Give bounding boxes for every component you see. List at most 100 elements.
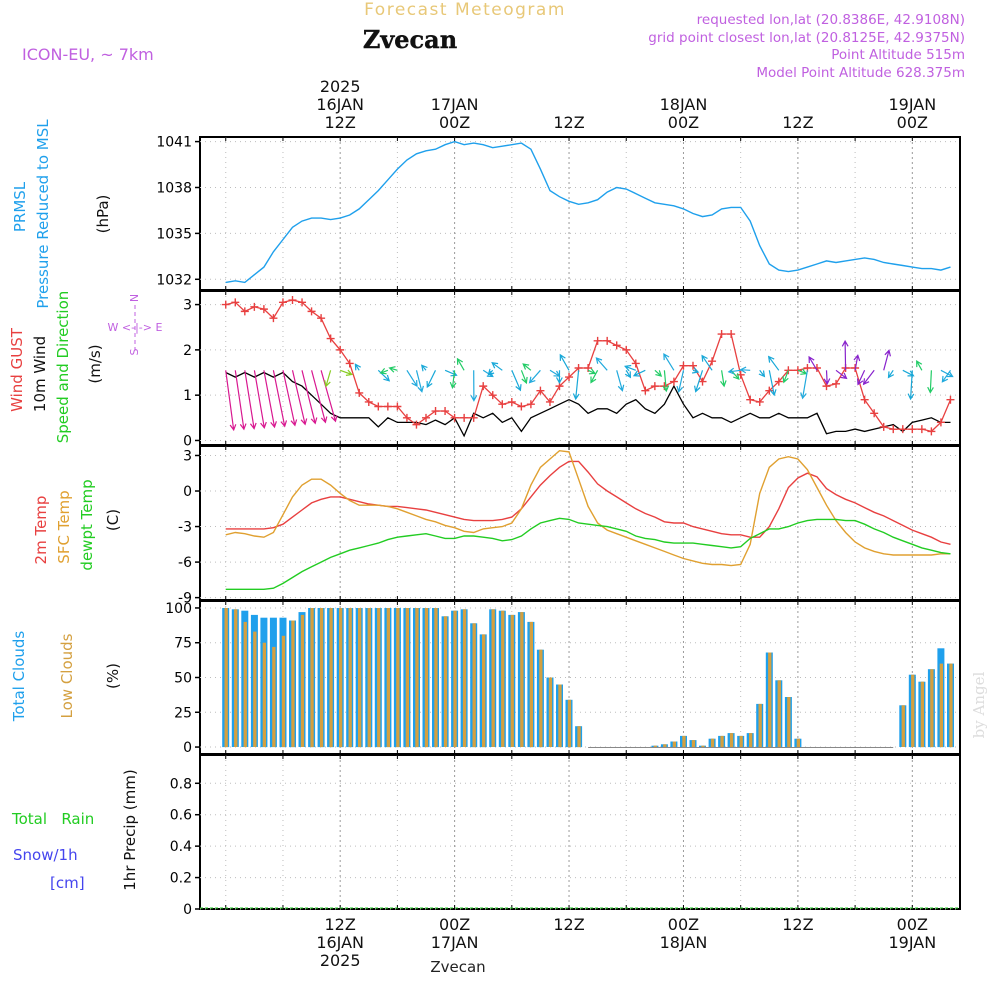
wind-direction-arrow [694, 370, 704, 393]
wind-direction-arrow [339, 369, 353, 376]
gust-marker [860, 395, 869, 404]
clouds-ytick-label: 50 [174, 671, 192, 687]
gust-marker [298, 298, 307, 307]
wind-direction-arrow [663, 353, 675, 371]
clouds-ytick-label: 25 [174, 705, 192, 721]
low-cloud-bar [377, 608, 381, 748]
low-cloud-bar [291, 620, 295, 748]
gust-marker [421, 413, 430, 422]
gust-marker [326, 334, 335, 343]
low-cloud-bar [920, 681, 924, 748]
wind-direction-arrow [272, 370, 288, 428]
clouds-panel: Total Clouds Low Clouds (%) [10, 631, 122, 723]
low-cloud-bar [548, 677, 553, 747]
low-cloud-bar [710, 738, 715, 747]
wind-direction-arrow [862, 369, 875, 386]
low-cloud-bar [720, 735, 724, 747]
low-cloud-bar [749, 733, 753, 747]
pressure-unit: (hPa) [94, 195, 112, 234]
low-cloud-bar [520, 612, 524, 747]
gust-marker [812, 364, 821, 372]
wind-direction-arrow [572, 370, 580, 401]
wind-direction-arrow [234, 370, 247, 431]
bottom-time-label: 12Z [325, 915, 356, 934]
bottom-time-label: 12Z [782, 915, 813, 934]
grid-coords: grid point closest lon,lat (20.8125E, 42… [648, 30, 965, 46]
wind-direction-arrow [701, 354, 713, 371]
wind-direction-arrow [470, 370, 478, 402]
wind-direction-arrow [758, 369, 766, 378]
watermark: by Angel [970, 671, 988, 738]
low-cloud-bar [663, 744, 667, 748]
wind-direction-arrow [520, 370, 528, 385]
wind-direction-arrow [916, 360, 923, 371]
gust-marker [832, 379, 841, 388]
low-cloud-bar [443, 616, 448, 747]
top-time-label: 12Z [325, 113, 356, 132]
low-cloud-bar [224, 608, 228, 748]
wind-direction-arrow [311, 370, 328, 424]
temperature-panel: 2m Temp SFC Temp dewpt Temp (C) [32, 479, 122, 570]
compass-south: S [128, 348, 141, 355]
gust-marker [641, 386, 650, 395]
low-cloud-bar [453, 610, 457, 747]
wind-direction-arrow [379, 368, 389, 375]
gust-marker [231, 298, 240, 307]
wind-ytick-label: 1 [183, 388, 192, 404]
wind-direction-arrow [449, 370, 457, 390]
gust-marker [889, 425, 898, 434]
gust-marker [908, 425, 917, 434]
gust-marker [784, 366, 793, 375]
bottom-time-label: 18JAN [660, 933, 708, 952]
low-cloud-bar [272, 646, 276, 747]
gust-marker [221, 300, 230, 309]
gust-marker [288, 296, 297, 305]
gust-marker [755, 397, 764, 406]
low-cloud-bar [329, 608, 333, 748]
temp-unit: (C) [104, 509, 122, 531]
wind-direction-arrow [767, 355, 780, 371]
low-cloud-bar [396, 608, 400, 748]
gust-marker [879, 422, 888, 431]
wind-direction-arrow [491, 362, 503, 371]
gust-marker [441, 407, 450, 416]
clouds-ytick-label: 0 [183, 740, 192, 756]
wind-direction-arrow [940, 369, 954, 378]
low-cloud-bar [281, 635, 286, 748]
gust-marker [622, 345, 631, 354]
low-cloud-bar [510, 614, 514, 747]
sfc-label: SFC Temp [55, 490, 73, 563]
wind-direction-arrow [739, 366, 751, 374]
wind-direction-arrow [654, 369, 663, 377]
precip-ytick-label: 0.8 [170, 776, 192, 792]
temperature-ytick-label: 3 [183, 448, 192, 464]
wind-direction-arrow [857, 370, 866, 386]
low-cloud-bar [482, 634, 486, 748]
gust-marker [278, 298, 287, 307]
point-altitude: Point Altitude 515m [831, 47, 965, 63]
bottom-time-label: 16JAN [316, 933, 364, 952]
gust-marker [688, 361, 697, 370]
clouds-ytick-label: 75 [174, 636, 192, 652]
pressure-panel: PRMSL Pressure Reduced to MSL (hPa) [11, 119, 112, 309]
model-label: ICON-EU, ~ 7km [22, 45, 154, 64]
gust-marker [383, 402, 392, 411]
wind-direction-arrow [727, 367, 741, 375]
low-cloud-bar [539, 649, 543, 748]
wind-direction-arrow [487, 368, 495, 376]
gust-marker [565, 373, 574, 382]
low-clouds-label: Low Clouds [58, 633, 76, 718]
wind-direction-arrow [415, 370, 424, 393]
precip-frame [199, 754, 961, 910]
gust-marker [946, 395, 955, 404]
wind-direction-arrow [782, 370, 789, 384]
gust-marker [307, 307, 316, 316]
low-cloud-bar [367, 608, 371, 748]
temperature-ytick-label: -3 [178, 520, 192, 536]
wind-direction-arrow [590, 370, 599, 384]
wind-direction-arrow [282, 370, 298, 427]
wind-chart: 0 1 2 3 [183, 290, 961, 449]
wind-direction-arrow [662, 370, 670, 393]
pressure-line [225, 140, 951, 284]
